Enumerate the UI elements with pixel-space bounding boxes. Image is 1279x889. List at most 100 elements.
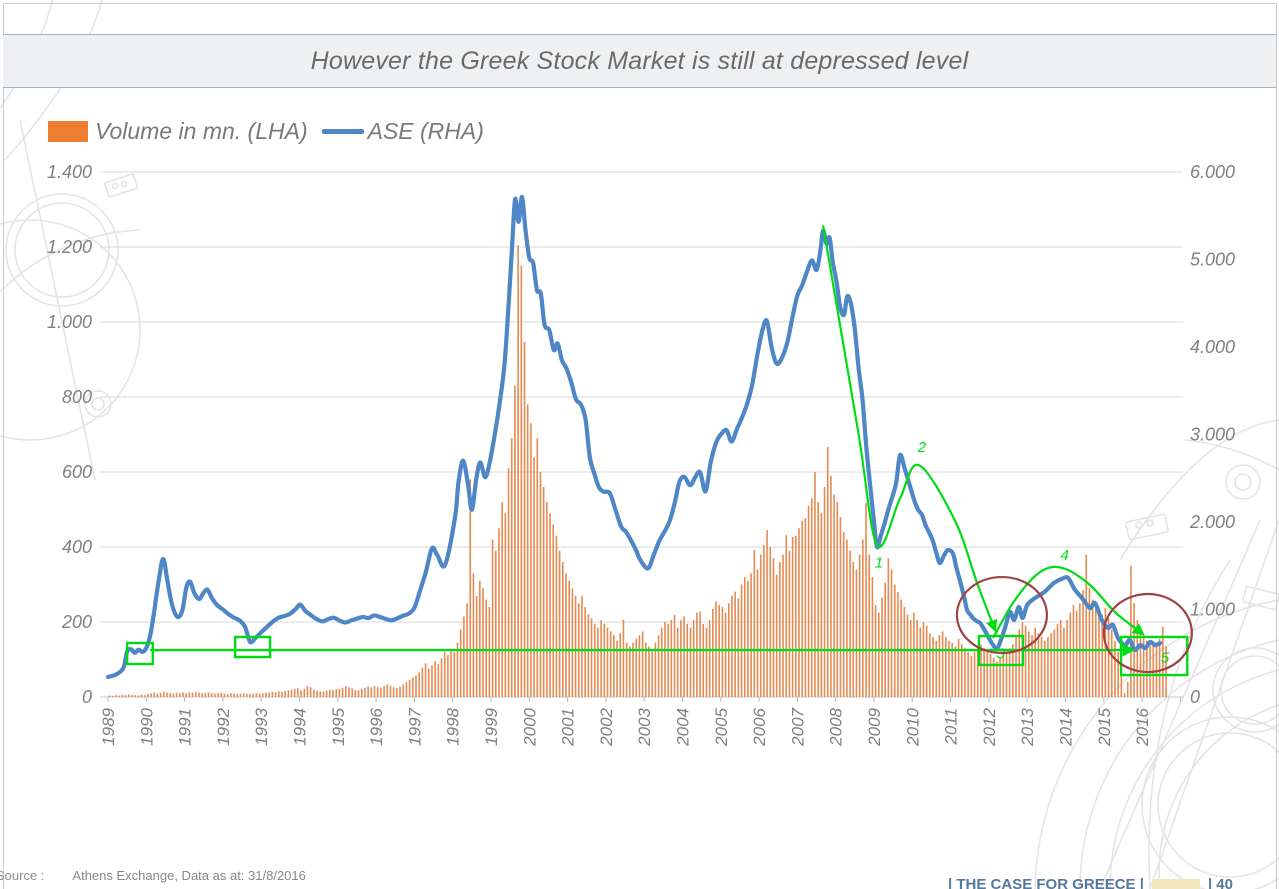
volume-bar [683, 616, 685, 698]
volume-bar [960, 644, 963, 697]
volume-bar [427, 668, 430, 697]
y-left-tick-label: 200 [61, 612, 92, 632]
volume-bar [485, 599, 488, 697]
volume-bar [360, 688, 363, 697]
deck-footer: | THE CASE FOR GREECE | | 40 [948, 876, 1233, 889]
x-tick-label: 2013 [1018, 707, 1037, 746]
volume-bar [1034, 627, 1036, 698]
volume-bar [207, 692, 210, 697]
y-left-tick-label: 800 [62, 387, 92, 407]
volume-bar [877, 612, 880, 698]
volume-bar [1015, 637, 1017, 697]
volume-bar [667, 623, 669, 698]
volume-bar [514, 385, 516, 697]
volume-bar [1120, 663, 1123, 697]
volume-bar [501, 502, 503, 697]
volume-bar [424, 663, 427, 697]
volume-bar [1136, 620, 1139, 698]
volume-bar [223, 693, 226, 698]
annotation-number-2: 2 [917, 439, 927, 456]
volume-bar [332, 689, 334, 698]
volume-bar [884, 582, 886, 698]
volume-bar [1066, 620, 1068, 698]
volume-bar [239, 693, 242, 698]
volume-bar [651, 650, 653, 698]
volume-bar [1053, 629, 1056, 697]
volume-bar [708, 620, 711, 698]
volume-bar [1005, 652, 1008, 697]
volume-bar [386, 684, 389, 698]
volume-bar [581, 595, 583, 697]
volume-bar [306, 685, 309, 697]
volume-bar [791, 536, 794, 698]
volume-bar [562, 562, 564, 697]
volume-bar [680, 620, 682, 698]
volume-bar [1037, 633, 1040, 697]
volume-bar [341, 687, 344, 698]
y-left-tick-label: 400 [62, 537, 92, 557]
volume-bar [900, 599, 902, 697]
volume-bar [313, 689, 315, 697]
page-title: However the Greek Stock Market is still … [310, 46, 969, 75]
deck-title: | THE CASE FOR GREECE | [948, 876, 1144, 889]
volume-bar [150, 693, 152, 697]
volume-bar [807, 505, 810, 697]
volume-bar [574, 595, 577, 697]
volume-bar [344, 686, 347, 698]
legend-ase-label: ASE (RHA) [367, 118, 484, 144]
source-label: Source : [0, 868, 45, 883]
volume-bar [405, 682, 408, 697]
volume-bar [779, 562, 781, 697]
volume-bar [558, 550, 561, 697]
volume-bar [300, 690, 302, 697]
volume-bar [185, 693, 187, 697]
volume-bar [293, 688, 296, 697]
volume-bar [491, 539, 494, 697]
volume-bar [172, 693, 175, 698]
volume-bar [782, 554, 784, 697]
volume-bar [871, 577, 874, 697]
x-tick-label: 2012 [980, 707, 999, 746]
volume-bar [249, 694, 251, 697]
volume-bar [1117, 652, 1119, 697]
volume-bar [1056, 623, 1059, 698]
volume-bar [906, 614, 909, 697]
volume-bar [383, 686, 385, 698]
volume-bar [1146, 640, 1148, 697]
volume-bar [948, 640, 950, 697]
volume-bar [479, 580, 481, 697]
volume-bar [1088, 588, 1091, 697]
x-tick-label: 1993 [252, 707, 271, 745]
volume-bar [632, 642, 634, 698]
volume-bar [137, 695, 140, 697]
x-tick-label: 2015 [1095, 707, 1114, 746]
volume-bar [613, 635, 615, 698]
volume-bar [836, 502, 839, 697]
volume-bar [571, 588, 574, 697]
volume-bar [648, 646, 650, 698]
volume-bar [322, 691, 325, 697]
y-left-tick-label: 1.000 [47, 312, 92, 332]
volume-bar [396, 688, 398, 697]
volume-bar [1155, 642, 1158, 698]
volume-bar [1165, 646, 1167, 698]
volume-bar [830, 475, 832, 697]
volume-bar [392, 687, 395, 697]
annotation-ellipse-2 [1102, 592, 1193, 674]
volume-bar [587, 614, 590, 697]
volume-bar [772, 558, 775, 697]
volume-bar [999, 657, 1001, 698]
volume-bar [568, 580, 570, 697]
volume-bar [769, 547, 772, 697]
y-right-tick-label: 6.000 [1190, 162, 1235, 182]
volume-bar [520, 265, 523, 697]
volume-bar [1018, 629, 1021, 697]
volume-bar [329, 689, 331, 697]
volume-bar [1123, 693, 1126, 697]
volume-bar [284, 691, 286, 697]
volume-bar [750, 573, 752, 697]
y-left-tick-label: 600 [62, 462, 92, 482]
volume-bar [852, 562, 855, 697]
volume-bar [1110, 629, 1113, 697]
volume-bar [814, 472, 816, 697]
